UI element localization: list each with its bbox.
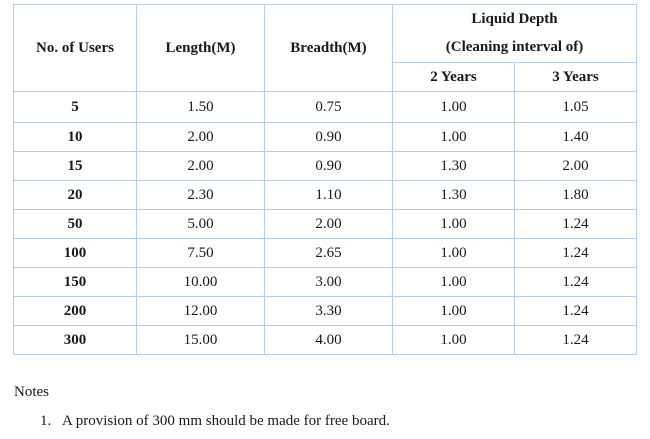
cell-breadth: 4.00 [264, 325, 393, 355]
cell-depth-2-years: 1.00 [392, 209, 515, 239]
cell-depth-2-years: 1.00 [392, 325, 515, 355]
cell-breadth: 0.90 [264, 151, 393, 181]
cell-depth-3-years: 1.24 [513, 296, 638, 326]
cell-users: 100 [13, 238, 137, 268]
cell-depth-3-years: 1.05 [513, 91, 638, 123]
cell-users: 50 [13, 209, 137, 239]
table-row: 20 2.30 1.10 1.30 1.80 [13, 180, 638, 210]
table-row: 50 5.00 2.00 1.00 1.24 [13, 209, 638, 239]
table-row: 150 10.00 3.00 1.00 1.24 [13, 267, 638, 297]
cell-depth-3-years: 1.40 [513, 122, 638, 152]
cell-depth-2-years: 1.00 [392, 296, 515, 326]
cell-breadth: 3.00 [264, 267, 393, 297]
cell-breadth: 2.65 [264, 238, 393, 268]
cell-length: 2.00 [136, 122, 265, 152]
note-item: 1. A provision of 300 mm should be made f… [40, 413, 390, 430]
header-users: No. of Users [13, 4, 137, 92]
cell-breadth: 0.90 [264, 122, 393, 152]
table-row: 5 1.50 0.75 1.00 1.05 [13, 91, 638, 123]
cell-length: 2.00 [136, 151, 265, 181]
cell-length: 7.50 [136, 238, 265, 268]
table-row: 200 12.00 3.30 1.00 1.24 [13, 296, 638, 326]
septic-tank-dimensions-table-wrapper: No. of Users Length(M) Breadth(M) Liquid… [13, 4, 638, 355]
note-text: A provision of 300 mm should be made for… [62, 413, 390, 429]
septic-tank-dimensions-table: No. of Users Length(M) Breadth(M) Liquid… [13, 4, 638, 355]
notes-heading: Notes [14, 384, 49, 400]
cell-breadth: 0.75 [264, 91, 393, 123]
cell-length: 1.50 [136, 91, 265, 123]
table-body: 5 1.50 0.75 1.00 1.05 10 2.00 0.90 1.00 1.40 15 2.0… [13, 91, 638, 355]
cell-users: 300 [13, 325, 137, 355]
header-three-years: 3 Years [513, 61, 638, 93]
cell-users: 15 [13, 151, 137, 181]
cell-depth-2-years: 1.30 [392, 151, 515, 181]
cell-depth-3-years: 1.80 [513, 180, 638, 210]
cell-length: 12.00 [136, 296, 265, 326]
table-row: 15 2.00 0.90 1.30 2.00 [13, 151, 638, 181]
cell-depth-2-years: 1.00 [392, 91, 515, 123]
header-two-years: 2 Years [392, 61, 515, 93]
cell-depth-3-years: 1.24 [513, 267, 638, 297]
cell-breadth: 3.30 [264, 296, 393, 326]
table-row: 10 2.00 0.90 1.00 1.40 [13, 122, 638, 152]
cell-users: 5 [13, 91, 137, 123]
header-liquid-depth: Liquid Depth [471, 11, 558, 28]
header-cleaning-interval: (Cleaning interval of) [445, 39, 584, 56]
cell-depth-3-years: 1.24 [513, 325, 638, 355]
cell-length: 2.30 [136, 180, 265, 210]
header-length: Length(M) [136, 4, 265, 92]
cell-length: 10.00 [136, 267, 265, 297]
cell-depth-2-years: 1.00 [392, 267, 515, 297]
cell-breadth: 2.00 [264, 209, 393, 239]
table-row: 100 7.50 2.65 1.00 1.24 [13, 238, 638, 268]
cell-depth-2-years: 1.00 [392, 238, 515, 268]
cell-depth-3-years: 1.24 [513, 209, 638, 239]
cell-depth-2-years: 1.30 [392, 180, 515, 210]
cell-depth-3-years: 2.00 [513, 151, 638, 181]
cell-depth-3-years: 1.24 [513, 238, 638, 268]
cell-users: 10 [13, 122, 137, 152]
header-breadth: Breadth(M) [264, 4, 393, 92]
note-number: 1. [40, 413, 52, 429]
cell-breadth: 1.10 [264, 180, 393, 210]
header-liquid-depth-group: Liquid Depth (Cleaning interval of) [391, 4, 638, 63]
cell-users: 150 [13, 267, 137, 297]
cell-length: 15.00 [136, 325, 265, 355]
cell-depth-2-years: 1.00 [392, 122, 515, 152]
table-row: 300 15.00 4.00 1.00 1.24 [13, 325, 638, 355]
cell-users: 200 [13, 296, 137, 326]
cell-users: 20 [13, 180, 137, 210]
cell-length: 5.00 [136, 209, 265, 239]
